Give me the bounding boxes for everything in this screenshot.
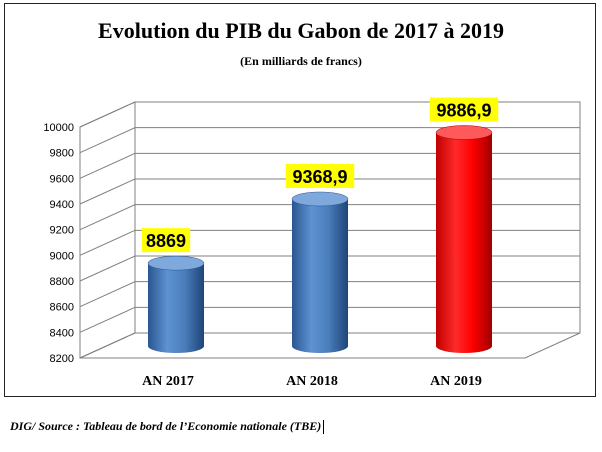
y-tick-label: 9600: [50, 173, 74, 185]
data-label-2: 9886,9: [429, 97, 499, 122]
x-tick-label: AN 2018: [286, 374, 338, 389]
y-tick-label: 9800: [50, 148, 74, 160]
y-tick-label: 8600: [50, 302, 74, 314]
data-label-box: [141, 228, 191, 253]
bar-body: [292, 198, 348, 353]
data-label-text: 9886,9: [436, 101, 491, 121]
y-tick-label: 9200: [50, 225, 74, 237]
y-tick-label: 10000: [43, 122, 74, 134]
y-tick-label: 8800: [50, 276, 74, 288]
x-tick-label: AN 2019: [430, 374, 482, 389]
gridline: [79, 281, 580, 308]
gridline: [79, 178, 580, 205]
gridline: [79, 332, 580, 359]
bars: [147, 125, 493, 353]
bar-top: [435, 125, 493, 140]
y-tick-label: 8400: [50, 327, 74, 339]
data-label-box: [429, 97, 499, 122]
pib-chart: Evolution du PIB du Gabon de 2017 à 2019…: [43, 18, 581, 389]
y-axis-ticks: 8200 8400 8600 8800 9000 9200 9400 9600 9800 1000…: [43, 122, 74, 365]
y-tick-label: 8200: [50, 353, 74, 365]
data-label-text: 8869: [146, 231, 186, 251]
gridline: [79, 229, 580, 256]
x-tick-label: AN 2017: [142, 374, 194, 389]
bar-top: [291, 191, 349, 207]
bar-body: [436, 132, 492, 353]
gridline: [79, 204, 580, 231]
source-text: DIG/ Source : Tableau de bord de l’Econo…: [10, 419, 322, 433]
gridlines: [79, 101, 580, 359]
chart-subtitle: (En milliards de francs): [240, 54, 362, 68]
data-labels: 8869 9368,9 9886,9: [141, 97, 499, 253]
y-tick-label: 9000: [50, 250, 74, 262]
chart-title: Evolution du PIB du Gabon de 2017 à 2019: [98, 18, 504, 43]
data-label-box: [285, 163, 355, 188]
x-axis-ticks: AN 2017 AN 2018 AN 2019: [142, 374, 482, 389]
data-label-1: 9368,9: [285, 163, 355, 188]
y-tick-label: 9400: [50, 199, 74, 211]
bar-an-2019: [435, 125, 493, 353]
bar-body: [148, 263, 204, 353]
data-label-0: 8869: [141, 228, 191, 253]
bar-an-2018: [291, 191, 349, 353]
gridline: [79, 152, 580, 179]
bar-an-2017: [147, 255, 205, 353]
gridline: [79, 255, 580, 282]
bar-top: [147, 255, 205, 271]
text-cursor: [323, 420, 325, 435]
gridline: [79, 127, 580, 154]
gridline: [79, 306, 580, 333]
data-label-text: 9368,9: [292, 167, 347, 187]
source-note: DIG/ Source : Tableau de bord de l’Econo…: [10, 419, 325, 435]
